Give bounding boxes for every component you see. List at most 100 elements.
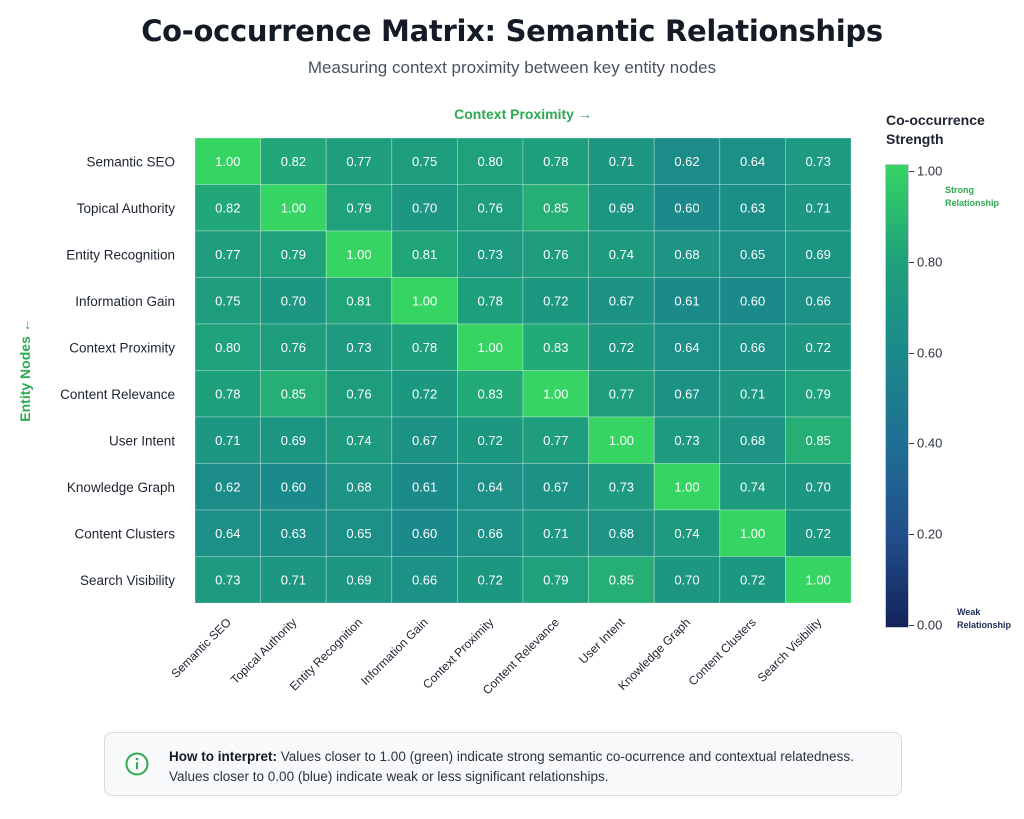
- page-subtitle: Measuring context proximity between key …: [307, 58, 717, 77]
- row-label: Search Visibility: [80, 573, 175, 588]
- heatmap-cell-value: 0.60: [674, 200, 699, 215]
- heatmap-cell-value: 0.68: [740, 433, 765, 448]
- heatmap-cell: [456, 137, 524, 185]
- row-label: Content Relevance: [60, 387, 175, 402]
- heatmap-cell-value: 0.61: [412, 479, 437, 494]
- heatmap-cell-value: 1.00: [740, 526, 765, 541]
- heatmap-cell: [522, 230, 589, 278]
- heatmap-cell-value: 0.69: [609, 200, 634, 215]
- heatmap-cell-value: 0.73: [215, 572, 240, 587]
- heatmap-cell-value: 0.72: [806, 526, 831, 541]
- heatmap-cell: [391, 463, 458, 511]
- row-label: Content Clusters: [74, 526, 175, 541]
- colorbar-tick-label: 0.40: [917, 435, 943, 451]
- legend-title-line1: Co-occurrence: [886, 112, 985, 128]
- heatmap-cell-value: 0.60: [412, 526, 437, 541]
- heatmap-cell-value: 0.63: [740, 200, 765, 215]
- heatmap-cell: [653, 370, 721, 418]
- colorbar-tick-label: 0.80: [917, 254, 943, 270]
- heatmap-cell: [522, 556, 589, 604]
- heatmap-cell: [325, 416, 393, 464]
- heatmap-cell: [785, 509, 852, 557]
- heatmap-cell-value: 0.71: [543, 526, 568, 541]
- heatmap-cell-value: 0.62: [674, 154, 699, 169]
- heatmap-cell-value: 0.74: [609, 247, 634, 262]
- heatmap-cell: [719, 416, 786, 464]
- row-label: Semantic SEO: [86, 154, 175, 169]
- heatmap-cell: [456, 323, 524, 371]
- heatmap-cell: [325, 137, 393, 185]
- heatmap-cell-value: 1.00: [674, 479, 699, 494]
- heatmap-cell-value: 0.68: [346, 479, 371, 494]
- heatmap-cell-value: 0.71: [281, 572, 306, 587]
- colorbar-tick: [909, 534, 914, 536]
- heatmap-cell: [719, 277, 786, 325]
- heatmap-cell-value: 0.60: [740, 293, 765, 308]
- heatmap-cell-value: 0.77: [346, 154, 371, 169]
- heatmap-cell-value: 0.85: [806, 433, 831, 448]
- heatmap-cell: [194, 323, 261, 371]
- heatmap-cell: [588, 277, 655, 325]
- legend-weak-label: Weak Relationship: [957, 606, 1011, 632]
- heatmap-cell-value: 0.72: [478, 572, 503, 587]
- heatmap-cell: [785, 370, 852, 418]
- heatmap-cell-value: 0.69: [346, 572, 371, 587]
- heatmap-cell: [719, 184, 786, 232]
- heatmap-cell: [260, 416, 327, 464]
- heatmap-cell-value: 0.78: [215, 386, 240, 401]
- heatmap-cell-value: 0.66: [740, 340, 765, 355]
- heatmap-cell-value: 0.62: [215, 479, 240, 494]
- column-label: Knowledge Graph: [615, 615, 693, 693]
- heatmap-cell-value: 0.71: [740, 386, 765, 401]
- heatmap-cell: [522, 509, 589, 557]
- legend-strong-line2: Relationship: [945, 198, 1000, 208]
- heatmap-cell: [588, 556, 655, 604]
- row-label: User Intent: [109, 433, 175, 448]
- heatmap-cell-value: 0.79: [346, 200, 371, 215]
- row-label: Information Gain: [75, 294, 175, 309]
- heatmap-cell: [194, 230, 261, 278]
- info-icon: [125, 752, 149, 776]
- column-label: Entity Recognition: [287, 615, 365, 693]
- note-text: How to interpret: Values closer to 1.00 …: [169, 747, 869, 787]
- heatmap-cell-value: 0.74: [740, 479, 765, 494]
- heatmap-cell-value: 0.66: [478, 526, 503, 541]
- heatmap-matrix: 1.00 0.82 0.77 0.75 0.80 0.78 0.71 0.62 0.64 0.73…: [60, 137, 852, 697]
- heatmap-cell-value: 0.72: [543, 293, 568, 308]
- heatmap-cell: [260, 370, 327, 418]
- heatmap-cells: 1.00 0.82 0.77 0.75 0.80 0.78 0.71 0.62 0.64 0.73…: [194, 137, 852, 604]
- heatmap-cell-value: 0.67: [412, 433, 437, 448]
- heatmap-cell-value: 0.85: [281, 386, 306, 401]
- heatmap-cell-value: 0.63: [281, 526, 306, 541]
- heatmap-cell-value: 0.80: [215, 340, 240, 355]
- heatmap-cell-value: 0.69: [281, 433, 306, 448]
- heatmap-cell-value: 0.71: [215, 433, 240, 448]
- heatmap-cell-value: 0.66: [412, 572, 437, 587]
- colorbar-tick: [909, 352, 914, 354]
- heatmap-cell: [456, 184, 524, 232]
- heatmap-cell: [785, 416, 852, 464]
- heatmap-cell-value: 0.65: [740, 247, 765, 262]
- heatmap-cell: [325, 184, 393, 232]
- colorbar-tick: [909, 261, 914, 263]
- heatmap-cell-value: 0.67: [609, 293, 634, 308]
- heatmap-cell-value: 0.72: [478, 433, 503, 448]
- heatmap-cell: [391, 556, 458, 604]
- heatmap-cell-value: 1.00: [806, 572, 831, 587]
- heatmap-cell-value: 0.79: [543, 572, 568, 587]
- heatmap-cell-value: 0.73: [806, 154, 831, 169]
- heatmap-cell: [325, 370, 393, 418]
- heatmap-cell: [260, 556, 327, 604]
- legend-title-line2: Strength: [886, 131, 944, 147]
- heatmap-cell: [719, 230, 786, 278]
- heatmap-cell-value: 0.67: [543, 479, 568, 494]
- colorbar-tick-label: 0.00: [917, 617, 943, 633]
- column-label: Search Visibility: [755, 615, 825, 685]
- heatmap-cell: [719, 556, 786, 604]
- heatmap-cell: [456, 277, 524, 325]
- x-axis-label: Context Proximity →: [454, 106, 592, 122]
- heatmap-cell-value: 1.00: [346, 247, 371, 262]
- heatmap-cell: [522, 416, 589, 464]
- heatmap-cell: [325, 323, 393, 371]
- heatmap-cell-value: 0.73: [609, 479, 634, 494]
